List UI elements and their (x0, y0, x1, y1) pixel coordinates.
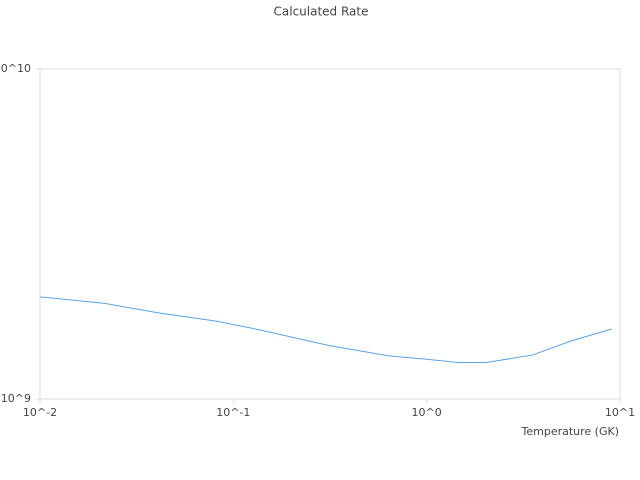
plot-frame (39, 68, 621, 400)
chart-title: Calculated Rate (274, 5, 369, 19)
x-axis-label: Temperature (GK) (521, 425, 620, 438)
y-tick-label: 10^9 (1, 392, 31, 405)
x-tick-label: 10^-1 (216, 406, 250, 419)
x-tick-label: 10^-2 (23, 406, 57, 419)
y-tick-label: 10^10 (0, 62, 31, 75)
x-tick-label: 10^0 (412, 406, 442, 419)
data-line (39, 296, 612, 364)
x-tick-label: 10^1 (605, 406, 635, 419)
